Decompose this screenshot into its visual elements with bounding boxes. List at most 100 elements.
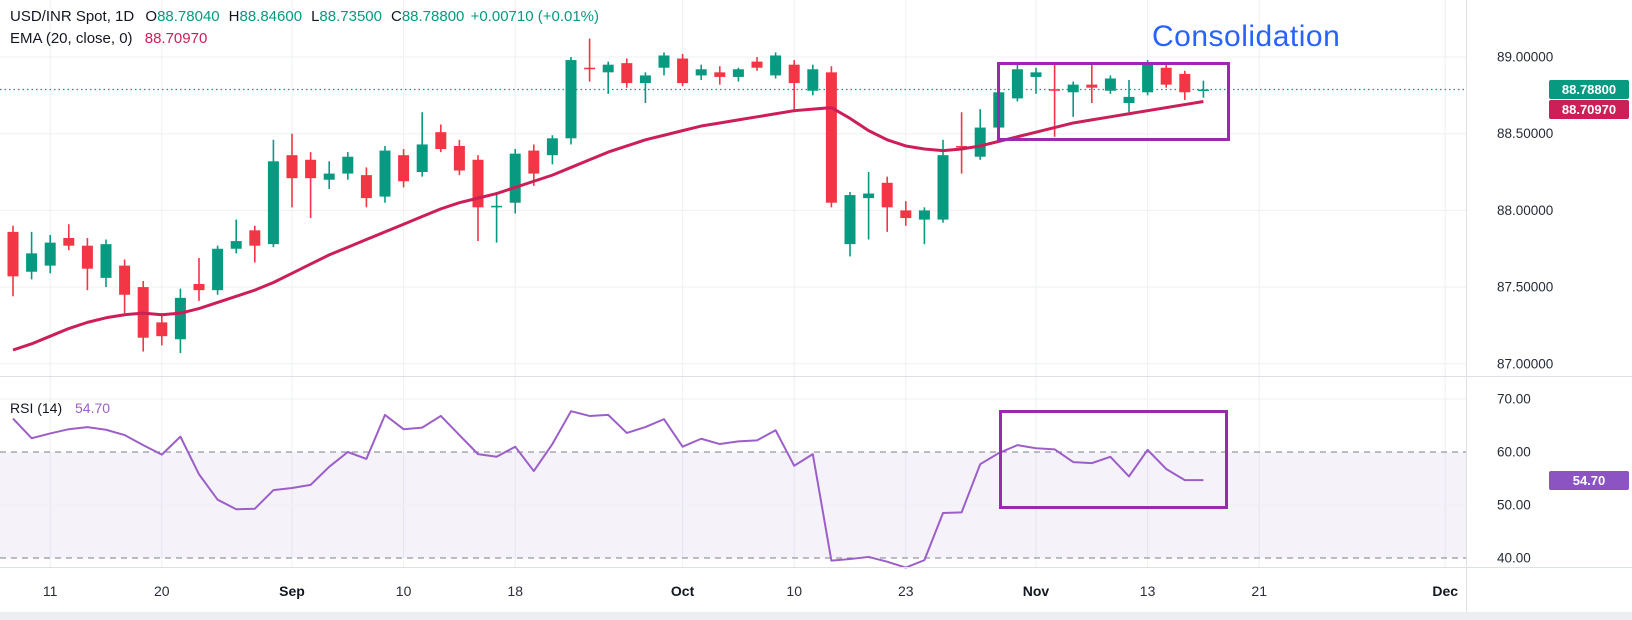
price-tick-label: 88.00000 (1497, 203, 1553, 218)
candle-body (1197, 89, 1209, 92)
time-tick-label: Dec (1432, 583, 1458, 599)
change-value: +0.00710 (+0.01%) (470, 8, 600, 25)
candle-body (379, 150, 391, 197)
time-axis[interactable] (0, 567, 1466, 612)
rsi-tick-label: 40.00 (1497, 551, 1531, 566)
ohlc-key: C (390, 8, 402, 25)
candle-body (956, 145, 968, 148)
ohlc-values: O88.78040 H88.84600 L88.73500 C88.78800 (138, 8, 466, 25)
candle-body (639, 75, 651, 84)
candle-body (26, 253, 38, 272)
rsi-value: 54.70 (75, 400, 111, 416)
consolidation-box-rsi[interactable] (998, 409, 1228, 509)
time-tick-label: Sep (279, 583, 305, 599)
candle-body (416, 144, 428, 173)
candle-body (453, 145, 465, 171)
price-tick-label: 88.50000 (1497, 126, 1553, 141)
candle-body (305, 159, 317, 179)
candle-body (398, 155, 410, 182)
price-axis[interactable] (1466, 0, 1632, 567)
candle-body (918, 210, 930, 220)
candle-body (323, 173, 335, 180)
candle-body (900, 210, 912, 219)
ohlc-key: L (311, 8, 320, 25)
candle-body (788, 64, 800, 84)
symbol-title: USD/INR Spot, 1D (10, 8, 135, 25)
rsi-tick-label: 60.00 (1497, 445, 1531, 460)
candle-body (1049, 89, 1061, 91)
time-tick-label: 10 (786, 583, 802, 599)
candle-body (435, 132, 447, 150)
candle-body (249, 230, 261, 246)
candle-body (491, 205, 503, 208)
rsi-legend[interactable]: RSI (14) 54.70 (10, 400, 110, 416)
time-tick-label: 11 (43, 583, 58, 599)
last-price-badge: 88.78800 (1549, 80, 1629, 99)
candle-body (193, 284, 205, 291)
ema-price-badge: 88.70970 (1549, 100, 1629, 119)
time-tick-label: 20 (154, 583, 170, 599)
candle-body (1179, 73, 1191, 93)
candle-body (677, 58, 689, 84)
candle-body (770, 55, 782, 76)
candle-body (286, 155, 298, 179)
ohlc-value: 88.84600 (239, 8, 303, 25)
candle-body (528, 150, 540, 174)
candle-body (1160, 67, 1172, 85)
candle-body (44, 242, 56, 266)
candle-body (81, 245, 93, 269)
candle-body (1123, 96, 1135, 104)
candle-body (732, 69, 744, 77)
candle-body (63, 238, 75, 246)
price-tick-label: 87.50000 (1497, 280, 1553, 295)
candle-body (267, 161, 279, 245)
time-tick-label: 21 (1251, 583, 1267, 599)
candle-body (360, 175, 372, 199)
time-tick-label: Oct (671, 583, 695, 599)
candle-body (658, 55, 670, 68)
ohlc-value: 88.78040 (157, 8, 220, 25)
candle-body (1086, 84, 1098, 88)
candle-body (1011, 69, 1023, 99)
candle-body (1142, 63, 1154, 93)
candle-body (342, 156, 354, 174)
candle-body (1104, 78, 1116, 91)
candle-body (937, 155, 949, 220)
rsi-tick-label: 70.00 (1497, 392, 1531, 407)
candle-body (621, 63, 633, 84)
ohlc-value: 88.78800 (401, 8, 465, 25)
candle-body (230, 241, 242, 249)
ema-legend[interactable]: EMA (20, close, 0) 88.70970 (10, 30, 207, 47)
candle-body (825, 72, 837, 203)
consolidation-box-price[interactable] (996, 61, 1230, 142)
candle-body (602, 64, 614, 73)
candle-body (1067, 84, 1079, 93)
candle-body (695, 69, 707, 76)
ema-label: EMA (20, close, 0) (10, 30, 133, 47)
candle-body (1030, 72, 1042, 77)
candle-body (509, 153, 521, 203)
time-tick-label: 23 (898, 583, 914, 599)
candle-body (751, 61, 763, 68)
price-tick-label: 89.00000 (1497, 50, 1553, 65)
candle-body (174, 297, 186, 340)
candle-body (565, 60, 577, 139)
time-tick-label: Nov (1023, 583, 1050, 599)
candle-body (156, 322, 168, 337)
ohlc-value: 88.73500 (319, 8, 382, 25)
candle-body (546, 138, 558, 156)
symbol-legend[interactable]: USD/INR Spot, 1D O88.78040 H88.84600 L88.7… (10, 8, 599, 25)
time-tick-label: 13 (1140, 583, 1156, 599)
rsi-tick-label: 50.00 (1497, 498, 1531, 513)
candle-body (7, 231, 19, 277)
rsi-value-badge: 54.70 (1549, 471, 1629, 490)
consolidation-annotation[interactable]: Consolidation (1152, 20, 1341, 53)
candle-body (119, 265, 131, 295)
candle-body (212, 248, 224, 291)
candle-body (863, 193, 875, 199)
candle-body (584, 67, 596, 70)
ohlc-key: H (228, 8, 240, 25)
rsi-line (12, 410, 1204, 569)
